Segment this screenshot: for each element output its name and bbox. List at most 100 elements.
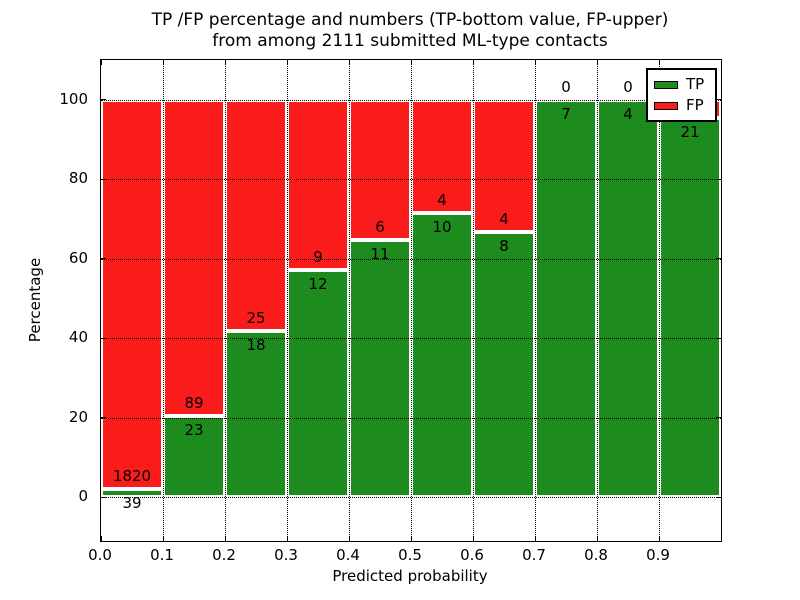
vertical-gridline xyxy=(473,60,474,541)
fp-bar-segment xyxy=(287,99,349,271)
tp-count-label: 23 xyxy=(184,420,204,439)
y-tick-mark xyxy=(716,496,721,498)
vertical-gridline xyxy=(535,60,536,541)
tp-bar-segment xyxy=(349,240,411,498)
tp-count-label: 8 xyxy=(499,237,509,256)
x-tick-mark xyxy=(658,536,660,541)
y-tick-mark xyxy=(716,258,721,260)
plot-area: 1820 39 89 23 25 18 9 12 6 11 4 10 4 8 0 7 0 4 21 TP FP xyxy=(100,59,722,542)
chart-title-line1: TP /FP percentage and numbers (TP-bottom… xyxy=(151,10,669,30)
vertical-gridline xyxy=(349,60,350,541)
chart-title-line2: from among 2111 submitted ML-type contac… xyxy=(212,31,608,51)
x-tick-mark xyxy=(286,536,288,541)
tp-legend-swatch-icon xyxy=(654,80,678,89)
tp-count-label: 12 xyxy=(308,275,328,294)
fp-bar-segment xyxy=(349,99,411,241)
legend-item: FP xyxy=(654,95,709,116)
fp-bar-segment xyxy=(101,99,163,489)
legend-item-label: TP xyxy=(686,75,705,93)
y-tick-mark xyxy=(716,417,721,419)
tp-count-label: 18 xyxy=(246,335,266,354)
y-tick-mark xyxy=(101,496,106,498)
fp-count-label: 25 xyxy=(246,308,266,327)
y-tick-mark xyxy=(101,417,106,419)
x-tick-label: 0.4 xyxy=(336,546,360,564)
tp-bar-segment xyxy=(411,213,473,498)
tp-bar-segment xyxy=(287,270,349,498)
x-tick-mark xyxy=(348,60,350,65)
tp-count-label: 21 xyxy=(680,122,700,141)
x-tick-mark xyxy=(162,536,164,541)
tp-bar-segment xyxy=(659,117,721,498)
fp-legend-swatch-icon xyxy=(654,101,678,110)
y-tick-label: 20 xyxy=(68,407,88,426)
fp-bar-segment xyxy=(163,99,225,416)
x-tick-mark xyxy=(534,60,536,65)
legend: TP FP xyxy=(646,68,717,122)
x-tick-mark xyxy=(286,60,288,65)
x-tick-label: 0.7 xyxy=(522,546,546,564)
x-tick-label: 0.1 xyxy=(150,546,174,564)
x-tick-mark xyxy=(410,60,412,65)
x-tick-mark xyxy=(472,536,474,541)
y-tick-label: 80 xyxy=(68,169,88,188)
x-tick-mark xyxy=(100,60,102,65)
fp-count-label: 4 xyxy=(499,210,509,229)
x-tick-mark xyxy=(224,536,226,541)
vertical-gridline xyxy=(411,60,412,541)
y-tick-mark xyxy=(101,99,106,101)
x-tick-mark xyxy=(534,536,536,541)
tp-count-label: 4 xyxy=(623,104,633,123)
tp-bar-segment xyxy=(163,415,225,498)
x-tick-label: 0.3 xyxy=(274,546,298,564)
vertical-gridline xyxy=(659,60,660,541)
x-tick-mark xyxy=(348,536,350,541)
fp-bar-segment xyxy=(473,99,535,233)
fp-count-label: 4 xyxy=(437,191,447,210)
x-axis-title: Predicted probability xyxy=(332,567,488,585)
x-tick-mark xyxy=(224,60,226,65)
legend-item-label: FP xyxy=(686,96,704,114)
vertical-gridline xyxy=(287,60,288,541)
y-tick-mark xyxy=(716,337,721,339)
y-tick-mark xyxy=(716,178,721,180)
x-tick-label: 0.8 xyxy=(584,546,608,564)
y-tick-mark xyxy=(101,258,106,260)
fp-count-label: 0 xyxy=(623,77,633,96)
fp-count-label: 9 xyxy=(313,248,323,267)
fp-count-label: 89 xyxy=(184,393,204,412)
x-tick-mark xyxy=(410,536,412,541)
x-tick-label: 0.9 xyxy=(646,546,670,564)
x-tick-mark xyxy=(596,536,598,541)
tp-bar-segment xyxy=(473,232,535,498)
tp-count-label: 11 xyxy=(370,245,390,264)
vertical-gridline xyxy=(597,60,598,541)
tp-count-label: 10 xyxy=(432,218,452,237)
fp-count-label: 6 xyxy=(375,218,385,237)
x-tick-label: 0.6 xyxy=(460,546,484,564)
y-tick-mark xyxy=(101,337,106,339)
x-tick-label: 0.2 xyxy=(212,546,236,564)
y-tick-label: 40 xyxy=(68,328,88,347)
fp-count-label: 1820 xyxy=(112,466,152,485)
x-tick-label: 0.5 xyxy=(398,546,422,564)
y-tick-label: 0 xyxy=(78,487,88,506)
fp-bar-segment xyxy=(225,99,287,331)
x-tick-mark xyxy=(596,60,598,65)
tp-count-label: 7 xyxy=(561,104,571,123)
tp-bar-segment xyxy=(101,488,163,498)
tp-count-label: 39 xyxy=(122,493,142,512)
tp-bar-segment xyxy=(597,99,659,498)
legend-item: TP xyxy=(654,74,709,95)
x-tick-label: 0.0 xyxy=(88,546,112,564)
y-tick-mark xyxy=(716,99,721,101)
fp-count-label: 0 xyxy=(561,77,571,96)
chart-title: TP /FP percentage and numbers (TP-bottom… xyxy=(100,10,720,52)
y-tick-mark xyxy=(101,178,106,180)
x-tick-mark xyxy=(472,60,474,65)
tp-bar-segment xyxy=(535,99,597,498)
x-tick-mark xyxy=(100,536,102,541)
vertical-gridline xyxy=(225,60,226,541)
y-tick-label: 100 xyxy=(59,89,88,108)
tp-bar-segment xyxy=(225,330,287,498)
